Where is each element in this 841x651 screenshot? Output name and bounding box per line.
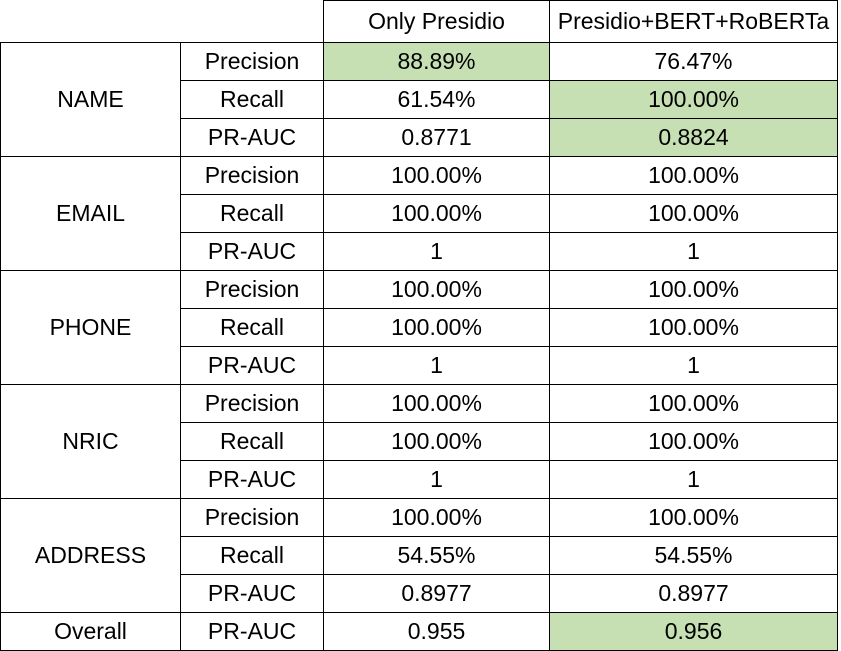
table-row: Recall 100.00% 100.00% (1, 308, 838, 347)
metric-label: Precision (180, 498, 324, 537)
table-row: PR-AUC 0.8771 0.8824 (1, 118, 838, 157)
entity-label: NRIC (0, 384, 181, 499)
only-presidio-value: 88.89% (323, 42, 550, 81)
presidio-bert-roberta-value: 54.55% (549, 536, 838, 575)
entity-label: ADDRESS (0, 498, 181, 613)
entity-label: Overall (0, 612, 181, 651)
presidio-bert-roberta-value: 100.00% (549, 308, 838, 347)
header-corner-cell (0, 0, 324, 43)
table-row: PR-AUC 1 1 (1, 232, 838, 271)
table-row: Overall PR-AUC 0.955 0.956 (0, 612, 838, 651)
table-row: PHONE Precision 100.00% 100.00% (0, 270, 838, 385)
metric-label: PR-AUC (180, 460, 324, 499)
only-presidio-value: 1 (323, 232, 550, 271)
only-presidio-value: 100.00% (323, 308, 550, 347)
presidio-bert-roberta-value: 100.00% (549, 270, 838, 309)
metric-label: Precision (180, 42, 324, 81)
table-row: PR-AUC 0.8977 0.8977 (1, 574, 838, 613)
only-presidio-value: 100.00% (323, 194, 550, 233)
table-row: Recall 100.00% 100.00% (1, 194, 838, 233)
metric-label: Precision (180, 270, 324, 309)
table-row: NAME Precision 88.89% 76.47% (0, 42, 838, 157)
metric-label: Recall (180, 308, 324, 347)
entity-label: EMAIL (0, 156, 181, 271)
only-presidio-value: 100.00% (323, 498, 550, 537)
entity-label: PHONE (0, 270, 181, 385)
presidio-bert-roberta-value: 100.00% (549, 422, 838, 461)
metric-label: PR-AUC (180, 612, 324, 651)
only-presidio-value: 54.55% (323, 536, 550, 575)
column-header-presidio-bert-roberta: Presidio+BERT+RoBERTa (549, 0, 838, 43)
only-presidio-value: 0.8977 (323, 574, 550, 613)
table-row: ADDRESS Precision 100.00% 100.00% (0, 498, 838, 613)
metric-label: PR-AUC (180, 232, 324, 271)
presidio-bert-roberta-value: 100.00% (549, 498, 838, 537)
table-row: Recall 54.55% 54.55% (1, 536, 838, 575)
metric-label: PR-AUC (180, 346, 324, 385)
metric-label: Recall (180, 536, 324, 575)
metric-label: PR-AUC (180, 118, 324, 157)
presidio-bert-roberta-value: 0.8824 (549, 118, 838, 157)
entity-label: NAME (0, 42, 181, 157)
presidio-bert-roberta-value: 1 (549, 346, 838, 385)
only-presidio-value: 100.00% (323, 384, 550, 423)
presidio-bert-roberta-value: 1 (549, 460, 838, 499)
presidio-bert-roberta-value: 100.00% (549, 194, 838, 233)
presidio-bert-roberta-value: 100.00% (549, 156, 838, 195)
metric-label: PR-AUC (180, 574, 324, 613)
presidio-bert-roberta-value: 1 (549, 232, 838, 271)
presidio-bert-roberta-value: 76.47% (549, 42, 838, 81)
only-presidio-value: 100.00% (323, 270, 550, 309)
only-presidio-value: 0.955 (323, 612, 550, 651)
only-presidio-value: 100.00% (323, 422, 550, 461)
only-presidio-value: 1 (323, 460, 550, 499)
only-presidio-value: 61.54% (323, 80, 550, 119)
metric-label: Precision (180, 384, 324, 423)
table-row: PR-AUC 1 1 (1, 346, 838, 385)
only-presidio-value: 100.00% (323, 156, 550, 195)
only-presidio-value: 0.8771 (323, 118, 550, 157)
table-row: EMAIL Precision 100.00% 100.00% (0, 156, 838, 271)
metric-label: Recall (180, 194, 324, 233)
table-row: NRIC Precision 100.00% 100.00% (0, 384, 838, 499)
table-row: PR-AUC 1 1 (1, 460, 838, 499)
presidio-bert-roberta-value: 100.00% (549, 384, 838, 423)
column-header-only-presidio: Only Presidio (323, 0, 550, 43)
metric-label: Recall (180, 422, 324, 461)
header-row: Only Presidio Presidio+BERT+RoBERTa (0, 0, 838, 43)
table-row: Recall 61.54% 100.00% (1, 80, 838, 119)
metric-label: Precision (180, 156, 324, 195)
presidio-bert-roberta-value: 100.00% (549, 80, 838, 119)
metric-label: Recall (180, 80, 324, 119)
presidio-bert-roberta-value: 0.8977 (549, 574, 838, 613)
only-presidio-value: 1 (323, 346, 550, 385)
presidio-bert-roberta-value: 0.956 (549, 612, 838, 651)
